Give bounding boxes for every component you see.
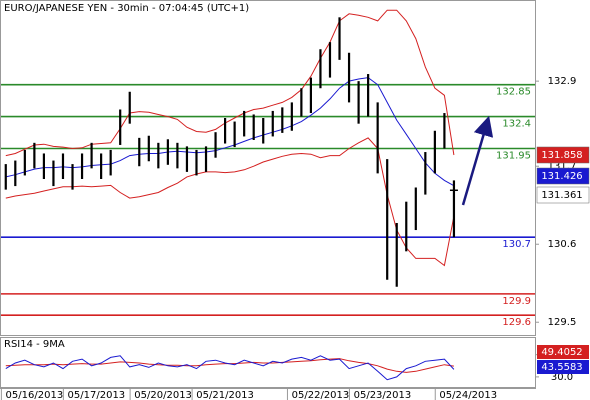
x-tick-label: 05/22/2013 (292, 390, 350, 400)
forecast-arrow (461, 115, 494, 206)
x-tick-label: 05/21/2013 (196, 390, 254, 400)
x-tick-label: 05/20/2013 (134, 390, 192, 400)
x-tick-label: 05/17/2013 (68, 390, 126, 400)
level-label: 130.7 (502, 239, 531, 250)
rsi-line (5, 355, 455, 381)
value-box-label: 43.5583 (541, 362, 582, 373)
level-label: 132.4 (502, 119, 531, 130)
value-box (536, 167, 590, 185)
level-label: 129.6 (502, 317, 531, 328)
chart-title: EURO/JAPANESE YEN - 30min - 07:04:45 (UT… (4, 3, 249, 14)
rsi-title: RSI14 - 9MA (4, 339, 65, 350)
band-line (5, 137, 455, 267)
y-tick-label: 130.6 (548, 239, 577, 250)
value-box-label: 49.4052 (541, 347, 582, 358)
y-tick-label: 131.7 (548, 161, 577, 172)
value-box (536, 186, 590, 204)
x-tick-label: 05/23/2013 (354, 390, 412, 400)
y-tick-label: 129.5 (548, 317, 577, 328)
y-tick-label: 30.0 (551, 372, 573, 383)
value-box-label: 131.361 (541, 190, 582, 201)
rsi-panel-frame (0, 337, 536, 388)
level-label: 132.85 (496, 87, 531, 98)
level-label: 131.95 (496, 150, 531, 161)
plot-layer: 132.9 131.7 130.6 129.5 132.85 132.4 131.95 130… (0, 9, 590, 400)
value-box (537, 345, 589, 359)
value-box-label: 131.426 (541, 171, 582, 182)
price-panel-frame (0, 0, 536, 336)
level-label: 129.9 (502, 296, 531, 307)
value-box-label: 131.858 (541, 150, 582, 161)
y-tick-label: 132.9 (548, 76, 577, 87)
x-tick-label: 05/16/2013 (6, 390, 64, 400)
value-box (536, 146, 590, 164)
x-tick-label: 05/24/2013 (439, 390, 497, 400)
value-box (537, 360, 589, 374)
band-line (5, 77, 455, 187)
band-line (5, 9, 455, 157)
